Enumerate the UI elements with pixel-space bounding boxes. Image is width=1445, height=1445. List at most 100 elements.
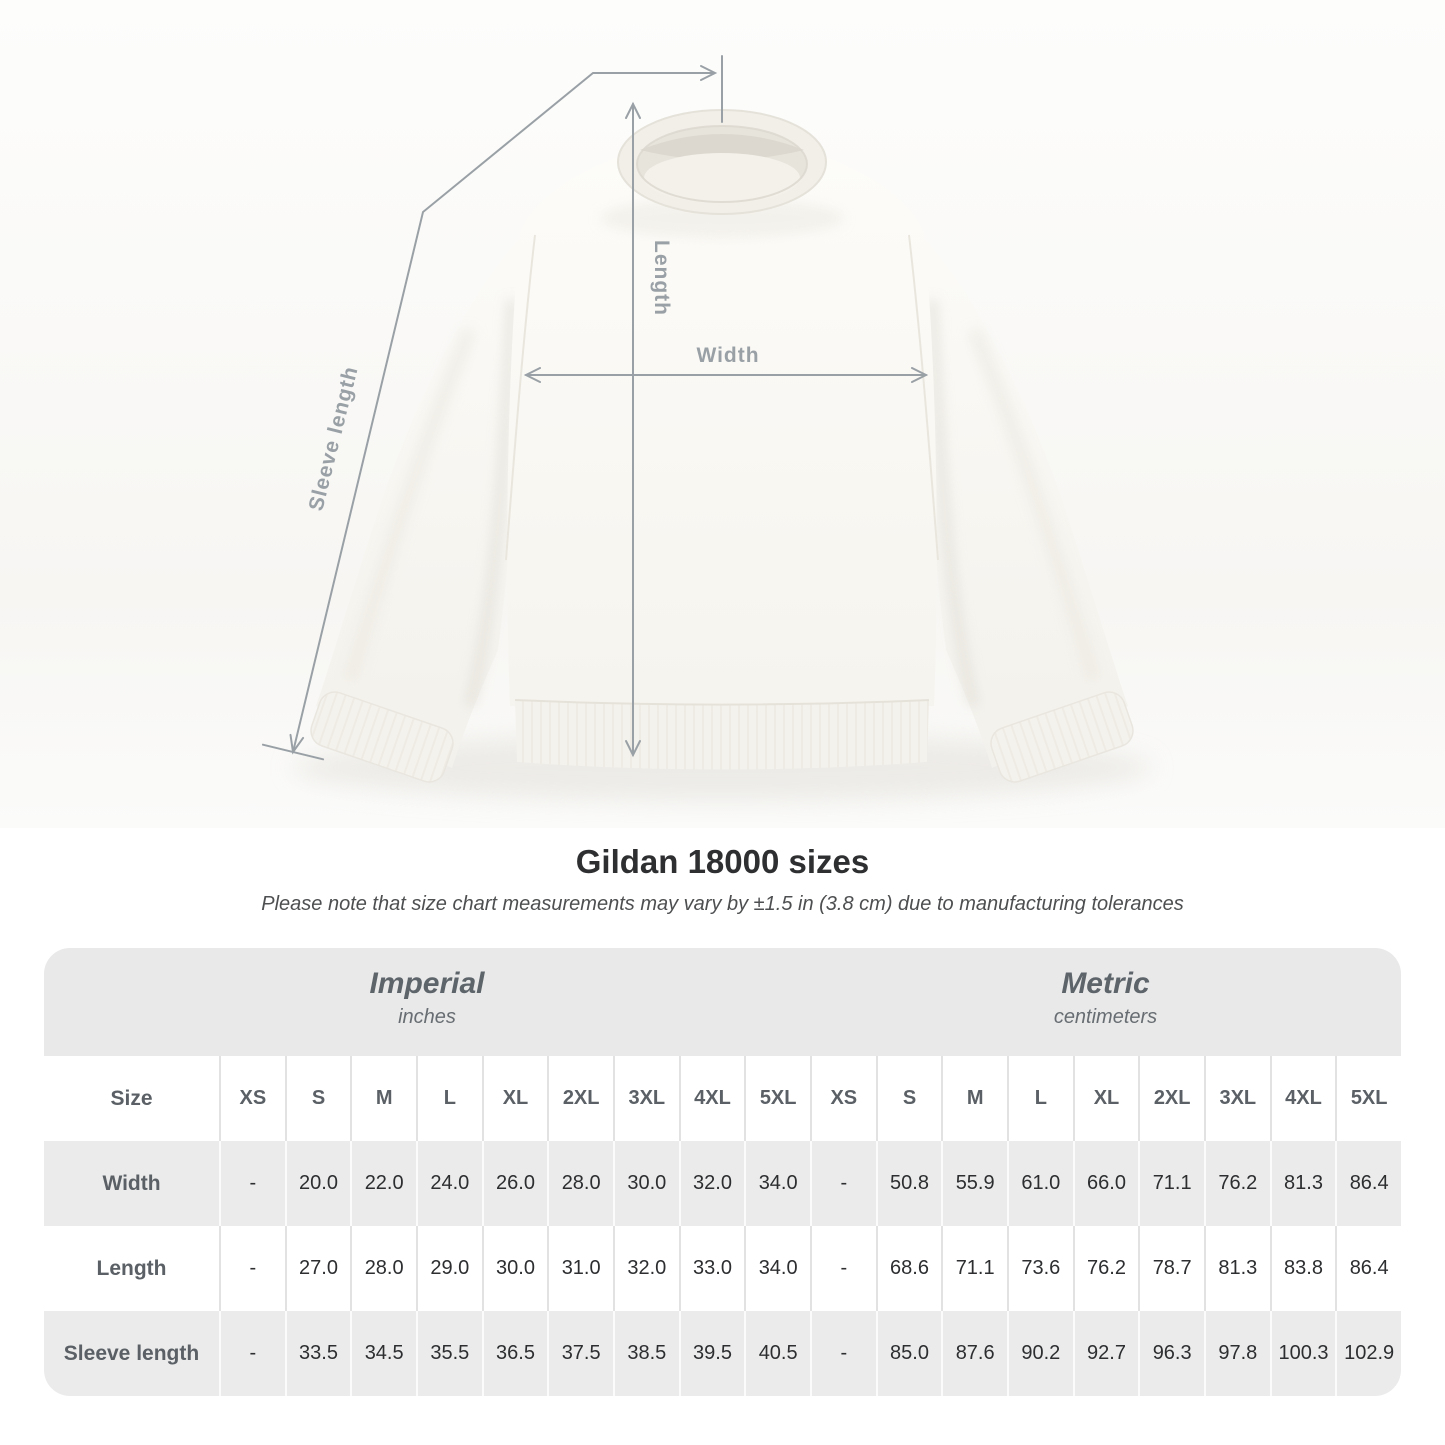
table-row: Length -27.0 28.0 29.0 30.0 31.0 32.0 33.0 34.0-…: [44, 1226, 1401, 1311]
sleeve-length-line: [292, 72, 715, 753]
size-col-header: L: [1006, 1056, 1073, 1141]
left-cuff: [310, 691, 454, 783]
table-cell: -: [219, 1311, 285, 1396]
size-col-header: 3XL: [1203, 1056, 1270, 1141]
metric-title: Metric: [1061, 967, 1150, 1000]
arrow-up-icon: [625, 101, 641, 119]
table-cell: 35.5: [415, 1311, 482, 1396]
table-cell: 20.0: [284, 1141, 351, 1226]
table-cell: 39.5: [678, 1311, 745, 1396]
size-col-header: S: [875, 1056, 942, 1141]
table-cell: 30.0: [612, 1141, 679, 1226]
table-cell: 28.0: [547, 1141, 613, 1226]
table-cell: 31.0: [547, 1226, 613, 1311]
table-cell: 76.2: [1072, 1226, 1139, 1311]
table-cell: 33.0: [678, 1226, 745, 1311]
hem-band: [515, 700, 929, 770]
row-label: Width: [102, 1171, 161, 1195]
table-cell: 83.8: [1269, 1226, 1336, 1311]
right-cuff: [990, 691, 1134, 783]
size-col-header: M: [350, 1056, 416, 1141]
size-header-row: Size XS S M L XL 2XL 3XL 4XL 5XL XS S M L XL 2XL 3XL 4XL…: [44, 1056, 1401, 1141]
table-cell: 24.0: [415, 1141, 482, 1226]
table-cell: 30.0: [481, 1226, 548, 1311]
table-cell: 27.0: [284, 1226, 351, 1311]
table-cell: 78.7: [1138, 1226, 1204, 1311]
size-col-header: 2XL: [547, 1056, 613, 1141]
table-cell: -: [219, 1141, 285, 1226]
sleeve-end-tick: [261, 743, 325, 761]
size-header-label: Size: [110, 1086, 153, 1110]
tolerance-note: Please note that size chart measurements…: [261, 893, 1184, 915]
size-col-header: 4XL: [678, 1056, 745, 1141]
table-cell: 32.0: [678, 1141, 745, 1226]
table-cell: 32.0: [612, 1226, 679, 1311]
arrow-left-icon: [523, 367, 541, 383]
measurement-lines: [261, 55, 929, 761]
size-col-header: 4XL: [1269, 1056, 1336, 1141]
heading-block: Gildan 18000 sizes Please note that size…: [0, 842, 1445, 918]
table-cell: -: [219, 1226, 285, 1311]
length-label: Length: [650, 240, 673, 316]
unit-band: Imperial inches Metric centimeters: [44, 948, 1401, 1056]
imperial-title: Imperial: [369, 967, 485, 1000]
table-cell: -: [809, 1311, 876, 1396]
width-label: Width: [696, 344, 759, 367]
size-col-header: 3XL: [612, 1056, 679, 1141]
sweatshirt: [310, 109, 1134, 783]
size-col-header: 5XL: [744, 1056, 810, 1141]
table-cell: 22.0: [350, 1141, 416, 1226]
table-cell: 50.8: [875, 1141, 942, 1226]
table-cell: 102.9: [1335, 1311, 1401, 1396]
row-label: Sleeve length: [63, 1341, 200, 1365]
table-cell: 38.5: [612, 1311, 679, 1396]
collar: [617, 109, 827, 215]
table-cell: 33.5: [284, 1311, 351, 1396]
table-row: Width -20.0 22.0 24.0 26.0 28.0 30.0 32.0 34.0-5…: [44, 1141, 1401, 1226]
table-cell: 36.5: [481, 1311, 548, 1396]
table-cell: 76.2: [1203, 1141, 1270, 1226]
row-label: Length: [96, 1256, 167, 1280]
table-cell: 86.4: [1335, 1141, 1401, 1226]
table-cell: 86.4: [1335, 1226, 1401, 1311]
table-cell: 55.9: [941, 1141, 1007, 1226]
table-cell: 97.8: [1203, 1311, 1270, 1396]
arrow-right2-icon: [911, 367, 929, 383]
table-cell: 34.0: [744, 1226, 810, 1311]
size-col-header: XS: [219, 1056, 285, 1141]
table-cell: 71.1: [1138, 1141, 1204, 1226]
table-cell: 71.1: [941, 1226, 1007, 1311]
table-cell: 68.6: [875, 1226, 942, 1311]
table-cell: 87.6: [941, 1311, 1007, 1396]
table-cell: 66.0: [1072, 1141, 1139, 1226]
table-rows: Width -20.0 22.0 24.0 26.0 28.0 30.0 32.0 34.0-5…: [44, 1141, 1401, 1396]
table-cell: 96.3: [1138, 1311, 1204, 1396]
table-cell: 29.0: [415, 1226, 482, 1311]
metric-unit: centimeters: [1053, 1006, 1158, 1028]
table-row: Sleeve length -33.5 34.5 35.5 36.5 37.5 38.5 39…: [44, 1311, 1401, 1396]
size-col-header: XS: [809, 1056, 876, 1141]
page-title: Gildan 18000 sizes: [575, 843, 870, 880]
table-cell: 100.3: [1269, 1311, 1336, 1396]
table-cell: -: [809, 1141, 876, 1226]
metric-section-header: Metric centimeters: [810, 948, 1401, 1056]
size-col-header: XL: [1072, 1056, 1139, 1141]
table-cell: -: [809, 1226, 876, 1311]
table-cell: 34.5: [350, 1311, 416, 1396]
table-cell: 81.3: [1203, 1226, 1270, 1311]
table-cell: 37.5: [547, 1311, 613, 1396]
table-cell: 26.0: [481, 1141, 548, 1226]
arrow-right-icon: [700, 65, 718, 81]
size-table: Imperial inches Metric centimeters Size …: [44, 948, 1401, 1396]
imperial-section-header: Imperial inches: [44, 948, 810, 1056]
size-col-header: XL: [481, 1056, 548, 1141]
size-col-header: 5XL: [1335, 1056, 1401, 1141]
table-cell: 90.2: [1006, 1311, 1073, 1396]
size-col-header: M: [941, 1056, 1007, 1141]
size-col-header: L: [415, 1056, 482, 1141]
table-cell: 40.5: [744, 1311, 810, 1396]
table-cell: 92.7: [1072, 1311, 1139, 1396]
size-col-header: 2XL: [1138, 1056, 1204, 1141]
imperial-unit: inches: [398, 1006, 456, 1028]
table-cell: 61.0: [1006, 1141, 1073, 1226]
